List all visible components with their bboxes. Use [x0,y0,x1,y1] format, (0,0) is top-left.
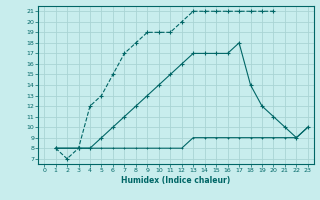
X-axis label: Humidex (Indice chaleur): Humidex (Indice chaleur) [121,176,231,185]
